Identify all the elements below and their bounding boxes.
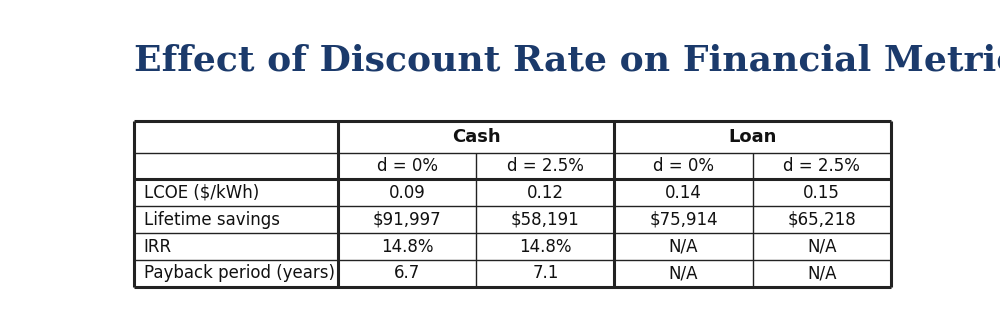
Text: Lifetime savings: Lifetime savings [144,210,280,228]
Text: Cash: Cash [452,128,501,146]
Text: 0.12: 0.12 [527,184,564,202]
Text: d = 0%: d = 0% [653,157,714,175]
Text: d = 2.5%: d = 2.5% [507,157,584,175]
Text: $75,914: $75,914 [649,210,718,228]
Text: N/A: N/A [807,265,836,283]
Text: 14.8%: 14.8% [381,237,433,256]
Text: d = 0%: d = 0% [377,157,438,175]
Text: Loan: Loan [728,128,777,146]
Text: N/A: N/A [669,265,698,283]
Text: d = 2.5%: d = 2.5% [783,157,860,175]
Text: IRR: IRR [144,237,172,256]
Text: 6.7: 6.7 [394,265,420,283]
Text: 7.1: 7.1 [532,265,559,283]
Text: 14.8%: 14.8% [519,237,572,256]
Text: 0.09: 0.09 [389,184,426,202]
Text: N/A: N/A [669,237,698,256]
Text: Effect of Discount Rate on Financial Metrics: Effect of Discount Rate on Financial Met… [134,44,1000,78]
Text: $58,191: $58,191 [511,210,580,228]
Text: LCOE ($/kWh): LCOE ($/kWh) [144,184,259,202]
Text: $91,997: $91,997 [373,210,442,228]
Text: 0.15: 0.15 [803,184,840,202]
Text: 0.14: 0.14 [665,184,702,202]
Text: N/A: N/A [807,237,836,256]
Text: $65,218: $65,218 [787,210,856,228]
Text: Payback period (years): Payback period (years) [144,265,335,283]
